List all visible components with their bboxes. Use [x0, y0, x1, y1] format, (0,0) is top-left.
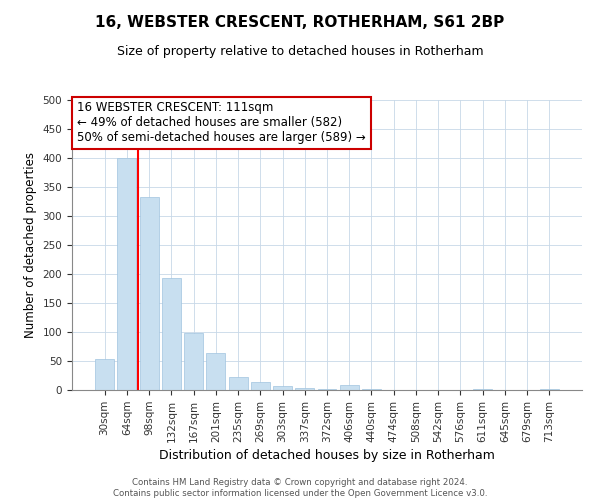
- Text: Contains HM Land Registry data © Crown copyright and database right 2024.
Contai: Contains HM Land Registry data © Crown c…: [113, 478, 487, 498]
- Bar: [140, 197, 158, 390]
- Bar: [340, 386, 359, 390]
- Bar: [540, 389, 559, 390]
- Bar: [206, 354, 225, 390]
- Bar: [273, 386, 292, 390]
- Bar: [95, 360, 114, 390]
- Bar: [184, 332, 203, 390]
- X-axis label: Distribution of detached houses by size in Rotherham: Distribution of detached houses by size …: [159, 449, 495, 462]
- Y-axis label: Number of detached properties: Number of detached properties: [24, 152, 37, 338]
- Bar: [118, 158, 136, 390]
- Bar: [162, 278, 181, 390]
- Text: Size of property relative to detached houses in Rotherham: Size of property relative to detached ho…: [116, 45, 484, 58]
- Bar: [229, 377, 248, 390]
- Bar: [473, 389, 492, 390]
- Text: 16, WEBSTER CRESCENT, ROTHERHAM, S61 2BP: 16, WEBSTER CRESCENT, ROTHERHAM, S61 2BP: [95, 15, 505, 30]
- Bar: [317, 389, 337, 390]
- Bar: [295, 388, 314, 390]
- Bar: [251, 382, 270, 390]
- Text: 16 WEBSTER CRESCENT: 111sqm
← 49% of detached houses are smaller (582)
50% of se: 16 WEBSTER CRESCENT: 111sqm ← 49% of det…: [77, 102, 366, 144]
